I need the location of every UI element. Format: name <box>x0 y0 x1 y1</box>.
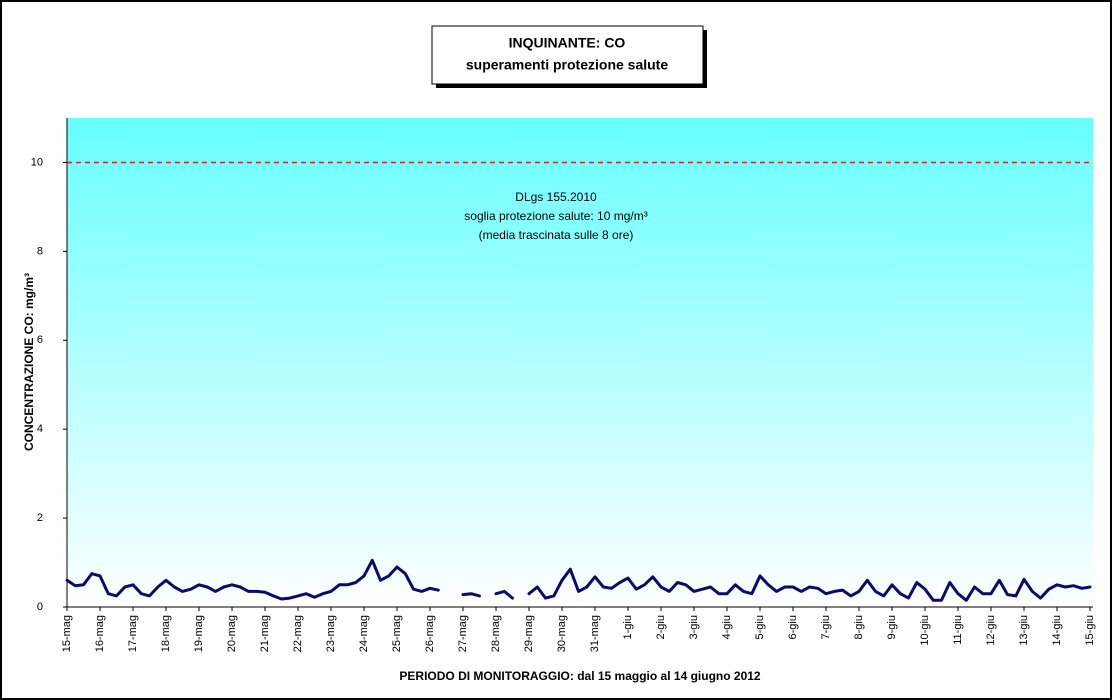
x-tick-label: 9-giu <box>886 615 898 639</box>
x-tick-label: 16-mag <box>94 615 106 652</box>
plot-area <box>67 118 1093 607</box>
x-tick-label: 4-giu <box>721 615 733 639</box>
x-tick-label: 7-giu <box>820 615 832 639</box>
y-tick-label: 10 <box>31 156 43 168</box>
x-tick-label: 23-mag <box>325 615 337 652</box>
x-tick-label: 12-giu <box>985 615 997 646</box>
y-tick-label: 8 <box>37 245 43 257</box>
annotation: soglia protezione salute: 10 mg/m³ <box>464 209 647 223</box>
x-tick-label: 25-mag <box>391 615 403 652</box>
x-tick-label: 10-giu <box>919 615 931 646</box>
x-tick-label: 3-giu <box>688 615 700 639</box>
x-tick-label: 31-mag <box>589 615 601 652</box>
x-tick-label: 18-mag <box>160 615 172 652</box>
x-tick-label: 17-mag <box>127 615 139 652</box>
y-tick-label: 0 <box>37 601 43 613</box>
x-tick-label: 30-mag <box>556 615 568 652</box>
x-tick-label: 26-mag <box>424 615 436 652</box>
x-axis-title: PERIODO DI MONITORAGGIO: dal 15 maggio a… <box>399 669 761 683</box>
x-tick-label: 21-mag <box>259 615 271 652</box>
annotation: (media trascinata sulle 8 ore) <box>479 228 634 242</box>
chart-subtitle: superamenti protezione salute <box>466 57 668 73</box>
x-tick-label: 15-mag <box>61 615 73 652</box>
x-tick-label: 24-mag <box>358 615 370 652</box>
x-tick-label: 15-giu <box>1084 615 1096 646</box>
x-tick-label: 13-giu <box>1018 615 1030 646</box>
x-tick-label: 27-mag <box>457 615 469 652</box>
data-line <box>65 558 1092 602</box>
x-tick-label: 22-mag <box>292 615 304 652</box>
x-tick-label: 6-giu <box>787 615 799 639</box>
chart-title: INQUINANTE: CO <box>509 35 626 51</box>
x-tick-label: 8-giu <box>853 615 865 639</box>
y-axis-title: CONCENTRAZIONE CO: mg/m³ <box>22 273 36 451</box>
x-tick-label: 14-giu <box>1051 615 1063 646</box>
x-tick-label: 2-giu <box>655 615 667 639</box>
y-tick-label: 4 <box>37 423 43 435</box>
y-tick-label: 6 <box>37 334 43 346</box>
x-tick-label: 5-giu <box>754 615 766 639</box>
title-box <box>431 25 704 85</box>
x-tick-label: 1-giu <box>622 615 634 639</box>
x-tick-label: 28-mag <box>490 615 502 652</box>
x-tick-label: 19-mag <box>193 615 205 652</box>
x-tick-label: 29-mag <box>523 615 535 652</box>
y-tick-label: 2 <box>37 512 43 524</box>
annotation: DLgs 155.2010 <box>515 190 597 204</box>
x-tick-label: 11-giu <box>952 615 964 645</box>
x-tick-label: 20-mag <box>226 615 238 652</box>
